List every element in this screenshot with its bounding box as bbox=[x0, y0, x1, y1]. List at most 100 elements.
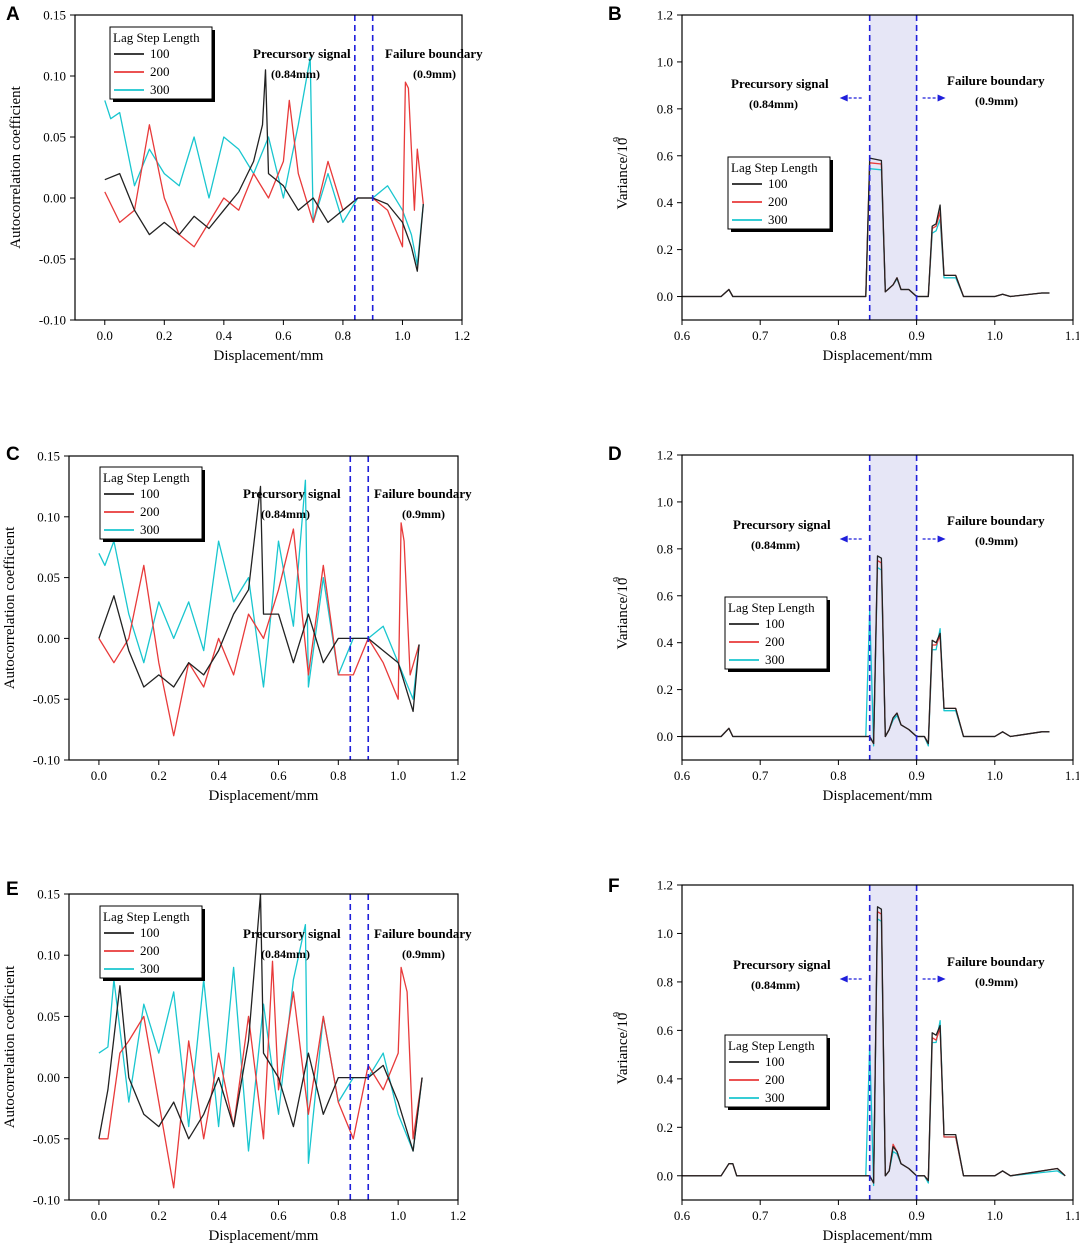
x-tick-label: 1.1 bbox=[1065, 328, 1079, 343]
legend-title: Lag Step Length bbox=[103, 909, 190, 924]
legend-label-200: 200 bbox=[140, 504, 160, 519]
legend-label-200: 200 bbox=[765, 634, 785, 649]
y-tick-label: 0.2 bbox=[657, 242, 673, 257]
failure-arrow-head bbox=[937, 94, 946, 102]
y-tick-label: 1.0 bbox=[657, 54, 673, 69]
y-tick-label: 0.6 bbox=[657, 588, 674, 603]
y-tick-label: 0.00 bbox=[37, 1070, 60, 1085]
panel-letter: C bbox=[6, 444, 20, 465]
series-line-200 bbox=[98, 960, 423, 1189]
y-tick-label: -0.05 bbox=[33, 1131, 60, 1146]
legend-label-200: 200 bbox=[150, 64, 170, 79]
x-tick-label: 0.4 bbox=[216, 328, 233, 343]
precursory-arrow-head bbox=[839, 535, 848, 543]
series-line-200 bbox=[104, 81, 424, 248]
panel-letter: F bbox=[608, 876, 620, 897]
x-tick-label: 0.7 bbox=[752, 1208, 769, 1223]
shaded-band bbox=[869, 455, 917, 760]
failure-boundary-value: (0.9mm) bbox=[413, 67, 456, 81]
series-group bbox=[682, 906, 1066, 1187]
x-tick-label: 0.7 bbox=[752, 328, 769, 343]
y-tick-label: 0.05 bbox=[43, 130, 66, 145]
y-tick-label: 1.2 bbox=[657, 8, 673, 23]
precursory-signal-value: (0.84mm) bbox=[751, 538, 800, 552]
x-tick-label: 1.2 bbox=[454, 328, 470, 343]
legend-title: Lag Step Length bbox=[731, 160, 818, 175]
panel-letter: D bbox=[608, 444, 622, 465]
panel-b: 0.6 0.7 0.8 0.9 1.0 1.1 0.0 0.2 0.4 0.6 0.8 1.0 1.2 D… bbox=[608, 4, 1079, 364]
y-axis-label: Variance/10 bbox=[615, 138, 631, 210]
series-line-200 bbox=[98, 522, 420, 737]
precursory-signal-value: (0.84mm) bbox=[261, 507, 310, 521]
precursory-arrow-head bbox=[839, 94, 848, 102]
x-tick-label: 0.4 bbox=[210, 768, 227, 783]
x-tick-label: 0.2 bbox=[156, 328, 172, 343]
axes-frame bbox=[68, 455, 459, 761]
x-tick-label: 0.8 bbox=[830, 328, 846, 343]
y-tick-label: 0.10 bbox=[37, 509, 60, 524]
panel-a: 0.0 0.2 0.4 0.6 0.8 1.0 1.2 -0.10 -0.05 0.00 0.05 0… bbox=[6, 4, 483, 364]
legend-label-300: 300 bbox=[140, 961, 160, 976]
precursory-signal-label: Precursory signal bbox=[733, 957, 831, 972]
y-tick-label: 0.4 bbox=[657, 1071, 674, 1086]
x-tick-label: 0.8 bbox=[330, 768, 346, 783]
series-group bbox=[682, 555, 1050, 747]
precursory-signal-label: Precursory signal bbox=[243, 926, 341, 941]
y-tick-label: -0.05 bbox=[39, 252, 66, 267]
x-tick-label: 1.1 bbox=[1065, 768, 1079, 783]
legend-label-300: 300 bbox=[768, 212, 788, 227]
x-axis-label: Displacement/mm bbox=[209, 1228, 319, 1243]
x-tick-label: 0.6 bbox=[674, 768, 691, 783]
legend-label-100: 100 bbox=[140, 925, 160, 940]
legend-title: Lag Step Length bbox=[728, 1038, 815, 1053]
panel-letter: B bbox=[608, 4, 622, 25]
y-axis-label-superscript: 9 bbox=[612, 137, 623, 142]
legend-label-100: 100 bbox=[765, 616, 785, 631]
y-tick-label: 1.2 bbox=[657, 878, 673, 893]
failure-arrow-head bbox=[937, 535, 946, 543]
x-tick-label: 0.6 bbox=[270, 768, 287, 783]
axes-frame bbox=[74, 14, 463, 321]
x-tick-label: 1.0 bbox=[394, 328, 410, 343]
failure-boundary-value: (0.9mm) bbox=[402, 507, 445, 521]
y-tick-label: -0.10 bbox=[33, 1193, 60, 1208]
series-line-100 bbox=[682, 555, 1050, 745]
x-axis-label: Displacement/mm bbox=[823, 1228, 933, 1243]
legend-label-200: 200 bbox=[765, 1072, 785, 1087]
legend-label-100: 100 bbox=[150, 46, 170, 61]
legend-label-300: 300 bbox=[140, 522, 160, 537]
x-axis-label: Displacement/mm bbox=[823, 348, 933, 364]
y-tick-label: 0.4 bbox=[657, 195, 674, 210]
y-tick-label: -0.05 bbox=[33, 692, 60, 707]
x-axis-label: Displacement/mm bbox=[214, 348, 324, 364]
series-line-100 bbox=[682, 906, 1066, 1184]
legend-label-300: 300 bbox=[765, 652, 785, 667]
y-tick-label: 0.00 bbox=[43, 191, 66, 206]
axes-frame bbox=[681, 14, 1074, 321]
y-axis-label: Autocorrelation coefficient bbox=[8, 85, 24, 248]
series-line-100 bbox=[104, 69, 424, 272]
y-tick-label: 0.10 bbox=[37, 948, 60, 963]
x-tick-label: 0.8 bbox=[335, 328, 351, 343]
legend-box bbox=[727, 156, 831, 230]
failure-boundary-value: (0.9mm) bbox=[402, 947, 445, 961]
y-axis-label-superscript: 9 bbox=[612, 577, 623, 582]
y-tick-label: 0.8 bbox=[657, 541, 673, 556]
shaded-band bbox=[869, 15, 917, 320]
x-axis-label: Displacement/mm bbox=[823, 788, 933, 804]
y-tick-label: 0.0 bbox=[657, 729, 673, 744]
legend-label-100: 100 bbox=[140, 486, 160, 501]
y-tick-label: 0.8 bbox=[657, 974, 673, 989]
y-tick-label: 1.2 bbox=[657, 448, 673, 463]
y-tick-label: 1.0 bbox=[657, 494, 673, 509]
x-tick-label: 0.6 bbox=[270, 1208, 287, 1223]
failure-boundary-label: Failure boundary bbox=[947, 954, 1045, 969]
precursory-signal-label: Precursory signal bbox=[243, 486, 341, 501]
x-tick-label: 0.2 bbox=[151, 768, 167, 783]
y-tick-label: 0.6 bbox=[657, 1023, 674, 1038]
x-axis-label: Displacement/mm bbox=[209, 788, 319, 804]
precursory-signal-label: Precursory signal bbox=[253, 46, 351, 61]
x-tick-label: 1.0 bbox=[390, 1208, 406, 1223]
legend-title: Lag Step Length bbox=[113, 30, 200, 45]
legend-box bbox=[109, 26, 213, 100]
